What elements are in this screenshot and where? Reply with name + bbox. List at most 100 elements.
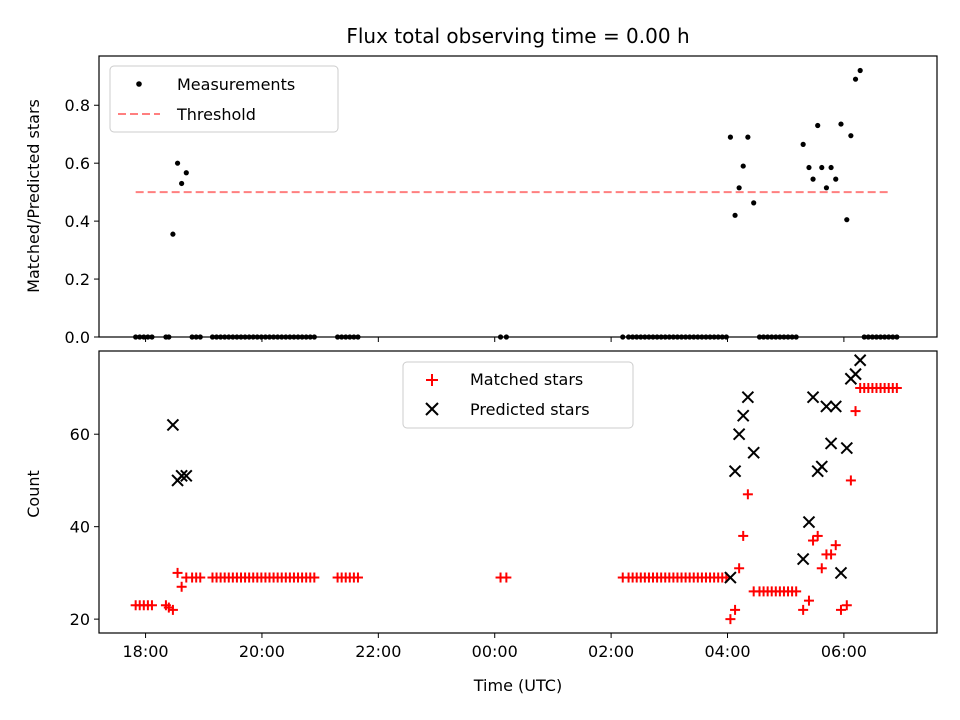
measurement-point [179,180,185,187]
matched-stars-point [845,475,856,486]
matched-stars-point [742,489,753,500]
count-legend: Matched stars Predicted stars [402,361,634,429]
ratio-axes-frame [98,55,938,338]
xtick-label: 02:00 [588,642,634,661]
matched-stars-point [146,600,157,611]
matched-stars-point [730,604,741,615]
measurement-point [810,176,816,182]
predicted-stars-point [737,409,750,422]
predicted-stars-point [180,469,193,483]
predicted-stars-point [732,428,746,441]
ratio-ytick-label: 0.0 [65,328,90,347]
matched-stars-point [738,530,749,541]
measurement-point [732,212,738,218]
matched-stars-point [734,563,745,574]
predicted-stars-point [728,464,742,478]
matched-stars-point [826,549,837,560]
predicted-stars-point [834,566,848,580]
count-ytick-label: 60 [70,425,90,444]
measurement-point [823,185,830,191]
predicted-stars-point [824,437,838,450]
measurement-point [183,170,189,176]
matched-stars-point [835,604,846,615]
legend-threshold: Threshold [176,105,256,124]
matched-stars-point [501,572,512,583]
predicted-stars-point [829,400,842,413]
matched-stars-point [812,530,823,541]
measurement-point [819,164,825,171]
measurement-point [806,164,812,171]
xtick-label: 22:00 [355,642,401,661]
matched-stars-point [808,535,819,546]
ratio-ylabel: Matched/Predicted stars [24,99,43,293]
predicted-stars-point [741,391,755,404]
matched-stars-point [352,572,363,583]
predicted-stars-point [166,418,180,432]
xtick-label: 06:00 [821,642,867,661]
matched-stars-point [176,581,187,592]
ratio-ytick-label: 0.8 [65,96,90,115]
measurement-point [815,122,821,129]
measurement-point [800,141,806,147]
matched-stars-point [309,572,320,583]
xtick-label: 00:00 [472,642,518,661]
count-ylabel: Count [24,470,43,518]
measurement-point [745,134,751,140]
count-ytick-label: 40 [70,518,90,537]
legend-predicted-stars: Predicted stars [470,400,590,419]
predicted-stars-point [849,367,862,381]
predicted-stars-point [747,446,760,459]
predicted-stars-point [815,460,828,473]
predicted-stars-point [802,515,816,529]
measurement-point [170,231,176,237]
matched-stars-point [816,563,827,574]
measurement-point [844,217,850,223]
xtick-label: 04:00 [704,642,750,661]
ratio-ytick-label: 0.2 [65,270,90,289]
count-axes-frame [98,350,938,634]
ratio-panel: 0.00.20.40.60.8 Matched/Predicted stars … [24,55,938,347]
matched-stars-point [167,604,178,615]
measurement-point [727,134,734,140]
count-panel: 20 40 60 18:00 20:00 22:00 00:00 02:00 04:00 06:… [24,350,938,695]
count-ytick-label: 20 [70,610,90,629]
legend-measurements: Measurements [177,75,295,94]
measurement-point [838,121,844,127]
predicted-legend-marker [425,402,439,416]
matched-stars-point [891,382,902,393]
measurement-point [751,200,757,206]
ratio-ytick-label: 0.4 [65,212,90,231]
matched-stars-point [850,406,861,417]
xlabel: Time (UTC) [473,676,562,695]
figure-title: Flux total observing time = 0.00 h [346,24,689,48]
matched-stars-point [798,604,809,615]
ratio-legend: Measurements Threshold [109,65,339,133]
predicted-stars-point [853,354,867,367]
matched-stars-point [830,540,841,551]
predicted-stars-point [175,469,188,483]
matched-stars-point [172,567,183,578]
predicted-stars-point [796,552,810,566]
measurements-legend-marker [136,81,142,87]
measurement-point [848,133,854,139]
predicted-stars-point [806,391,820,404]
predicted-stars-point [724,571,737,584]
measurement-point [857,67,863,74]
matched-legend-marker [426,374,438,386]
xtick-label: 18:00 [123,642,169,661]
measurement-point [833,176,839,182]
predicted-stars-point [820,400,833,413]
measurement-point [174,160,181,166]
measurement-point [740,163,746,169]
measurement-point [828,164,834,171]
count-legend-frame [402,361,634,429]
matched-stars-point [841,600,852,611]
ratio-ytick-label: 0.6 [65,154,90,173]
ratio-legend-frame [109,65,339,133]
matched-stars-point [195,572,206,583]
matched-stars-point [791,586,802,597]
predicted-stars-point [840,441,854,455]
matched-stars-point [725,614,736,625]
legend-matched-stars: Matched stars [470,370,583,389]
